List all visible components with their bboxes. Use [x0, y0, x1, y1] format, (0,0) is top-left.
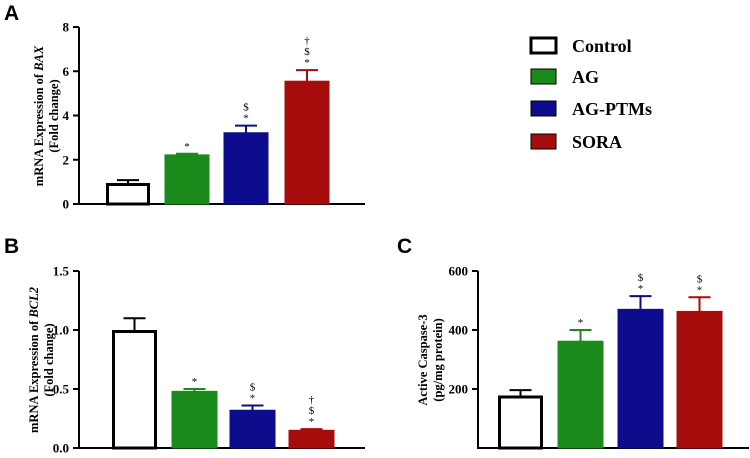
panel-b-ytick-label: 0.0: [53, 441, 69, 456]
panel-c-label: C: [397, 235, 412, 258]
legend-label-sora: SORA: [572, 132, 622, 152]
legend: Control AG AG-PTMs SORA: [529, 36, 652, 152]
panel-c-significance-mark: *: [578, 317, 584, 329]
panel-a-bar-ag-ptms: [223, 132, 269, 205]
panel-b-bar-control: [112, 330, 157, 450]
panel-a-significance-mark: *: [243, 113, 249, 125]
legend-swatch-ag-ptms: [530, 100, 557, 117]
panel-c-significance-mark: $: [697, 273, 703, 285]
panel-b-ytick-label: 1.5: [53, 264, 70, 279]
panel-c-bar-ag: [557, 340, 604, 449]
panel-c-bar-sora: [676, 310, 723, 449]
panel-a-ytick-label: 8: [63, 20, 70, 35]
panel-a-ytick-label: 2: [63, 152, 70, 167]
panel-a-significance-mark: †: [304, 35, 310, 47]
panel-c-ylabel-line1: Active Caspase-3: [416, 314, 430, 405]
panel-c-ylabel-line2: (pg/mg protein): [431, 318, 445, 401]
panel-c-ytick-label: 600: [449, 264, 469, 279]
legend-label-ag-ptms: AG-PTMs: [572, 99, 652, 119]
legend-swatch-control: [529, 36, 558, 55]
panel-b-bar-ag: [171, 390, 218, 449]
panel-a-ytick-label: 4: [63, 108, 70, 123]
panel-b-bar-sora: [288, 429, 335, 449]
panel-b-significance-mark: *: [192, 376, 198, 388]
panel-b-significance-mark: *: [250, 393, 256, 405]
panel-a: A mRNA Expression of BAX (Fold change) 0…: [4, 2, 365, 212]
panel-a-bar-sora: [284, 80, 330, 205]
panel-a-ylabel-line2: (Fold change): [47, 79, 61, 152]
panel-a-label: A: [4, 2, 19, 25]
panel-b-ylabel-line1: mRNA Expression of BCL2: [27, 287, 41, 433]
legend-label-ag: AG: [572, 67, 599, 87]
panel-c-significance-mark: $: [638, 272, 644, 284]
panel-a-ytick-label: 6: [63, 64, 70, 79]
panel-b-ylabel-line2: (Fold change): [42, 323, 56, 396]
panel-c-bar-control: [498, 395, 543, 450]
panel-b-plot: 0.00.51.01.5* $* †$*: [53, 264, 365, 456]
panel-c-bar-ag-ptms: [617, 308, 664, 449]
panel-b-significance-mark: $: [250, 382, 256, 394]
panel-b-bar-ag-ptms: [229, 409, 276, 449]
panel-a-significance-mark: $: [304, 46, 310, 58]
panel-c-ytick-label: 400: [449, 323, 469, 338]
panel-c-significance-mark: *: [638, 283, 644, 295]
legend-swatch-ag: [530, 68, 557, 85]
panel-b-label: B: [4, 235, 19, 258]
legend-swatch-sora: [530, 133, 557, 150]
panel-c-significance-mark: *: [697, 284, 703, 296]
panel-a-bar-control: [106, 182, 150, 206]
panel-a-significance-mark: *: [304, 57, 310, 69]
panel-c-ytick-label: 200: [449, 382, 469, 397]
panel-b: B mRNA Expression of BCL2 (Fold change) …: [4, 235, 365, 456]
panel-b-significance-mark: $: [309, 405, 315, 417]
panel-a-significance-mark: $: [243, 102, 249, 114]
panel-b-ytick-label: 1.0: [53, 323, 69, 338]
panel-a-ytick-label: 0: [63, 197, 70, 212]
panel-a-ylabel-line1: mRNA Expression of BAX: [32, 45, 46, 186]
panel-a-bar-ag: [164, 154, 210, 205]
panel-c: C Active Caspase-3 (pg/mg protein) 200 40…: [397, 235, 749, 450]
panel-a-significance-mark: *: [184, 141, 190, 153]
panel-b-significance-mark: †: [309, 394, 315, 406]
legend-label-control: Control: [572, 36, 632, 56]
panel-b-ytick-label: 0.5: [53, 382, 70, 397]
panel-b-significance-mark: *: [309, 416, 315, 428]
